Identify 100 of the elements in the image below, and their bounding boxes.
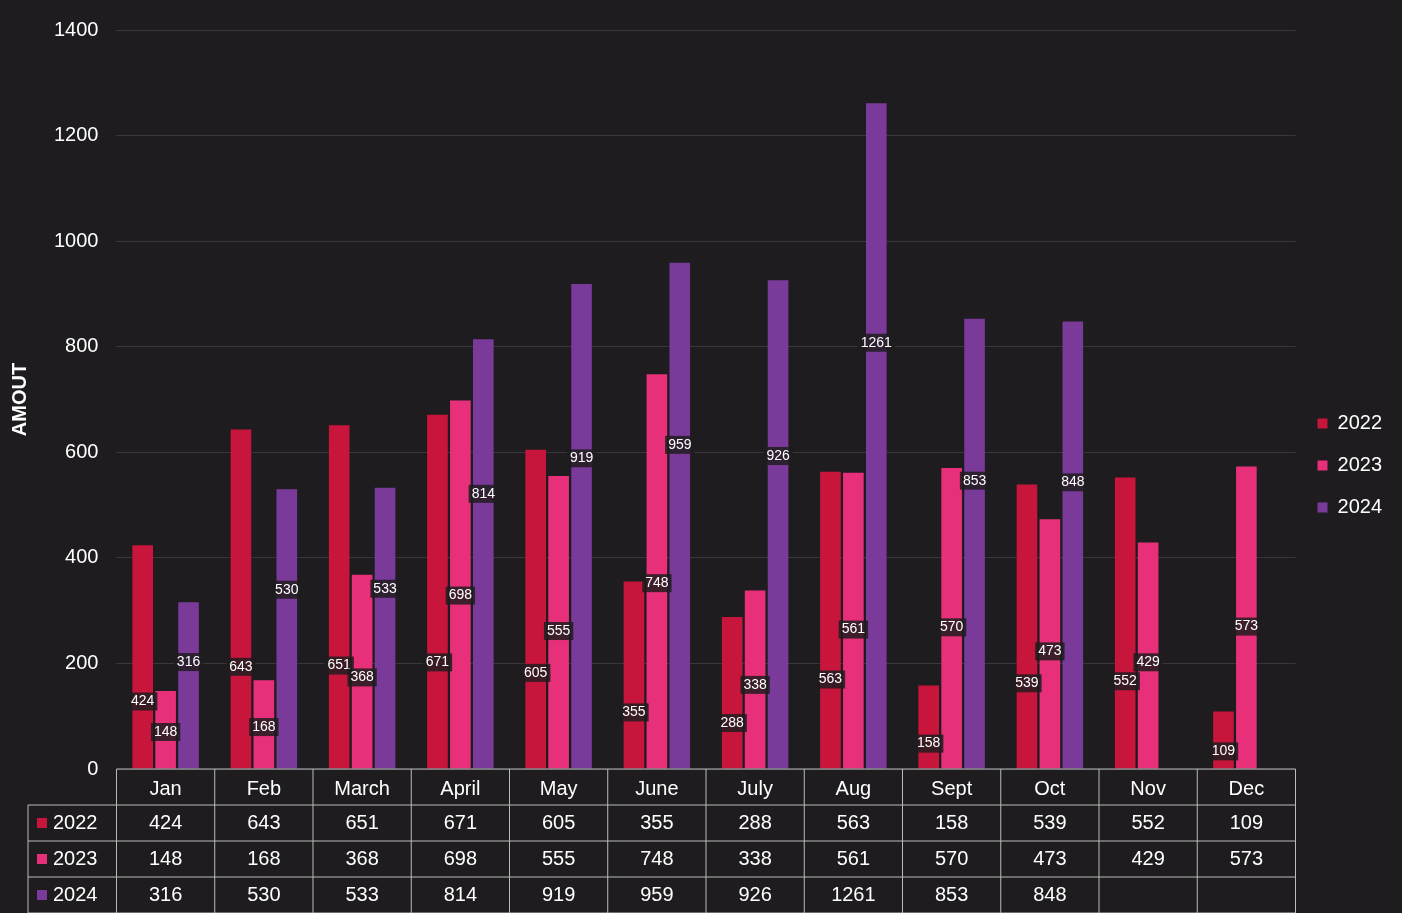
annotation: 926 <box>766 446 790 463</box>
data-label: 853 <box>934 882 969 905</box>
annotation: 424 <box>131 692 155 709</box>
data-label: 643 <box>247 810 281 833</box>
legend-label: 2023 <box>1337 453 1383 476</box>
x-tick-label: April <box>440 776 481 799</box>
annotation: 473 <box>1038 642 1062 659</box>
data-label: 814 <box>443 882 478 905</box>
x-tick-label: July <box>737 776 773 799</box>
data-label: 698 <box>443 846 478 869</box>
annotation: 853 <box>962 471 987 488</box>
x-tick-label: Dec <box>1228 776 1265 799</box>
bar <box>1236 466 1257 769</box>
y-tick-label: 1200 <box>53 123 99 146</box>
annotation: 605 <box>524 663 548 680</box>
y-tick-label: 1400 <box>53 17 99 40</box>
annotation: 109 <box>1211 742 1236 759</box>
annotation: 530 <box>275 580 299 597</box>
text: 2024 <box>1337 495 1383 518</box>
annotation: 533 <box>373 579 397 596</box>
x-tick-label: March <box>334 776 390 799</box>
annotation: 563 <box>818 670 843 687</box>
annotation: 355 <box>622 703 646 720</box>
annotation: 555 <box>546 621 571 638</box>
y-tick-label: 1000 <box>53 228 99 251</box>
data-label: 959 <box>640 882 674 905</box>
annotation: 748 <box>645 574 669 591</box>
bar <box>767 280 789 769</box>
data-label: 473 <box>1033 846 1067 869</box>
bar <box>472 339 494 769</box>
bar <box>427 414 448 769</box>
annotation: 288 <box>720 713 745 730</box>
data-label: 563 <box>836 810 871 833</box>
bar <box>646 374 668 769</box>
data-label: 848 <box>1033 882 1067 905</box>
bar <box>374 487 396 769</box>
data-label: 533 <box>345 882 379 905</box>
data-label: 148 <box>148 846 183 869</box>
legend-label: 2024 <box>53 882 98 905</box>
annotation: 814 <box>471 484 496 501</box>
y-axis-title: AMOUT <box>7 362 30 437</box>
data-label: 573 <box>1229 846 1264 869</box>
bar <box>669 262 691 769</box>
y-tick-label: 400 <box>65 545 99 568</box>
data-label: 919 <box>541 882 576 905</box>
annotation: 698 <box>448 586 473 603</box>
data-label: 1261 <box>831 882 876 905</box>
x-tick-label: Aug <box>835 776 872 799</box>
annotation: 148 <box>153 722 178 739</box>
bar <box>964 318 985 769</box>
annotation: 959 <box>668 435 692 452</box>
annotation: 573 <box>1234 617 1259 634</box>
x-tick-label: Oct <box>1034 776 1066 799</box>
data-label: 926 <box>738 882 772 905</box>
text: 2023 <box>53 846 98 869</box>
x-tick-label: Nov <box>1130 776 1166 799</box>
annotation: 671 <box>425 653 450 670</box>
annotation: 651 <box>327 656 352 673</box>
annotation: 368 <box>350 668 375 685</box>
annotation: 429 <box>1136 653 1161 670</box>
annotation: 158 <box>917 734 941 751</box>
bar <box>548 476 569 769</box>
data-label: 316 <box>148 882 183 905</box>
data-label: 748 <box>640 846 674 869</box>
x-tick-label: June <box>635 776 679 799</box>
x-tick-label: Sept <box>931 776 973 799</box>
annotation: 539 <box>1015 674 1039 691</box>
x-tick-label: Jan <box>149 776 182 799</box>
annotation: 643 <box>229 657 253 674</box>
data-label: 168 <box>247 846 281 869</box>
annotation: 1261 <box>860 333 893 350</box>
text: 2022 <box>1337 411 1383 434</box>
bar <box>571 283 592 769</box>
data-label: 651 <box>345 810 379 833</box>
data-label: 158 <box>934 810 969 833</box>
annotation: 570 <box>939 618 964 635</box>
y-tick-label: 800 <box>65 334 99 357</box>
bar <box>525 449 547 769</box>
bar <box>1062 321 1084 769</box>
data-label: 368 <box>345 846 379 869</box>
data-label: 530 <box>247 882 281 905</box>
data-label: 570 <box>934 846 969 869</box>
data-label: 605 <box>541 810 576 833</box>
bar <box>820 471 841 769</box>
annotation: 552 <box>1113 672 1138 689</box>
x-tick-label: May <box>539 776 578 799</box>
bar <box>132 545 154 769</box>
bar <box>230 429 252 769</box>
data-label: 539 <box>1033 810 1067 833</box>
data-label: 671 <box>443 810 478 833</box>
bar <box>276 489 298 769</box>
annotation: 919 <box>569 449 594 466</box>
annotation: 561 <box>841 620 866 637</box>
data-label: 288 <box>738 810 772 833</box>
data-label: 355 <box>640 810 674 833</box>
y-tick-label: 600 <box>65 439 99 462</box>
annotation: 316 <box>176 652 201 669</box>
bar <box>843 472 864 769</box>
data-label: 338 <box>738 846 772 869</box>
data-label: 109 <box>1229 810 1264 833</box>
